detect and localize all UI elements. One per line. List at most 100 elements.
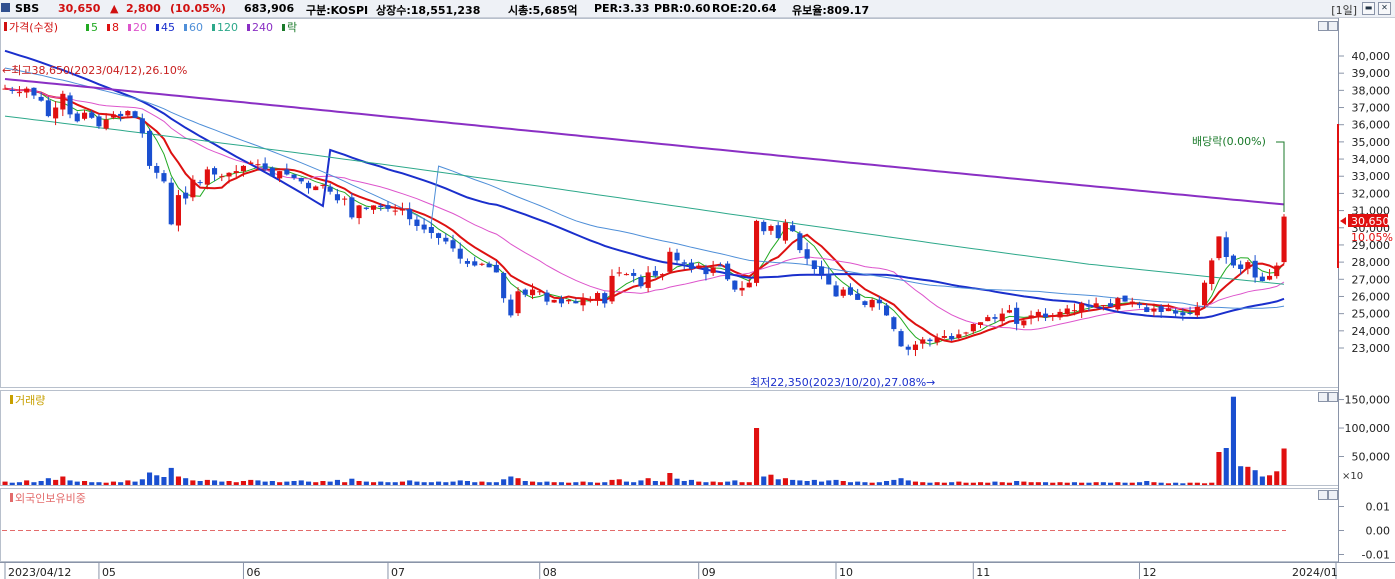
volume-bar	[472, 482, 478, 485]
volume-bar	[89, 482, 95, 485]
candle-body	[949, 336, 955, 340]
volume-bar	[212, 480, 218, 485]
candle-body	[876, 299, 882, 304]
candle-body	[190, 179, 196, 198]
candle-body	[320, 184, 326, 186]
candle-body	[53, 107, 59, 119]
ex-dividend-legend-swatch	[282, 24, 285, 31]
candle-body	[905, 346, 911, 350]
volume-bar	[378, 481, 384, 485]
candle-body	[399, 208, 405, 211]
volume-bar	[1180, 483, 1186, 485]
volume-bar	[1223, 448, 1229, 485]
candle-body	[1259, 276, 1265, 281]
candle-body	[67, 95, 73, 115]
pbr-value: PBR:0.60	[654, 2, 711, 15]
volume-bar	[1209, 482, 1215, 485]
candle-body	[45, 100, 51, 117]
volume-bar	[804, 481, 810, 485]
volume-bar	[356, 481, 362, 485]
candle-body	[1028, 315, 1034, 319]
candle-body	[110, 114, 116, 118]
candle-body	[746, 282, 752, 288]
volume-bar	[197, 481, 203, 485]
volume-bar	[1137, 482, 1143, 485]
foreign-panel-min-icon[interactable]	[1318, 490, 1328, 500]
volume-bar	[306, 481, 312, 485]
candle-body	[1173, 310, 1179, 314]
candle-body	[566, 299, 572, 302]
volume-bar	[725, 481, 731, 485]
volume-bar	[2, 481, 8, 485]
ma-240-legend-swatch	[247, 24, 250, 31]
volume-bar	[558, 482, 564, 485]
candle-body	[1144, 307, 1150, 312]
candle-body	[371, 205, 377, 210]
foreign-panel-close-icon[interactable]	[1328, 490, 1338, 500]
candle-body	[819, 266, 825, 275]
volume-bar	[255, 480, 261, 485]
candle-body	[754, 220, 760, 283]
volume-bar	[797, 480, 803, 485]
period-selector[interactable]: [1일]	[1331, 4, 1357, 17]
volume-bar	[898, 478, 904, 485]
candle-body	[342, 198, 348, 200]
volume-legend: 거래량	[10, 394, 45, 407]
ma-60-legend-label: 60	[189, 21, 203, 34]
price-panel-min-icon[interactable]	[1318, 21, 1328, 31]
candle-body	[1100, 305, 1106, 307]
volume-bar	[544, 481, 550, 485]
ma-120-legend-label: 120	[217, 21, 238, 34]
candle-body	[761, 221, 767, 232]
volume-bar	[761, 476, 767, 485]
candle-body	[118, 113, 124, 117]
volume-bar	[949, 482, 955, 485]
date-tick-label: 2023/04/12	[8, 566, 71, 579]
candle-body	[1151, 308, 1157, 312]
stock-chart[interactable]: 40,000 39,000 38,000 37,000 36,000 35,000 34,0…	[0, 18, 1395, 579]
volume-bar	[530, 481, 536, 485]
volume-bar	[710, 481, 716, 485]
volume-bar	[1122, 482, 1128, 485]
candle-body	[544, 292, 550, 302]
price-tick-label: 33,000	[1352, 170, 1391, 183]
volume-bar	[103, 482, 109, 485]
candle-body	[978, 322, 984, 325]
price-tick-label: 32,000	[1352, 187, 1391, 200]
volume-bar	[992, 481, 998, 485]
candle-body	[1274, 265, 1280, 277]
candle-body	[1238, 264, 1244, 269]
stock-name[interactable]: SBS	[15, 2, 40, 15]
volume-panel-min-icon[interactable]	[1318, 392, 1328, 402]
volume-bar	[1093, 482, 1099, 485]
candle-body	[587, 299, 593, 301]
candle-body	[1202, 282, 1208, 306]
candle-body	[912, 344, 918, 350]
volume-bar	[551, 482, 557, 485]
price-panel-close-icon[interactable]	[1328, 21, 1338, 31]
volume-bar	[927, 482, 933, 485]
ma-8-line	[4, 87, 1285, 343]
candle-body	[204, 169, 210, 185]
minimize-icon[interactable]: ▬	[1362, 2, 1375, 15]
price-tick-label: 26,000	[1352, 290, 1391, 303]
candle-body	[501, 273, 507, 299]
volume-bar	[869, 482, 875, 485]
candle-body	[1057, 311, 1063, 318]
price-tick-label: 27,000	[1352, 273, 1391, 286]
volume-bar	[667, 473, 673, 485]
candle-body	[804, 249, 810, 259]
volume-panel-close-icon[interactable]	[1328, 392, 1338, 402]
volume-bar	[262, 481, 268, 485]
volume-bar	[970, 482, 976, 485]
close-icon[interactable]: ✕	[1378, 2, 1391, 15]
candle-body	[631, 273, 637, 276]
volume-bar	[313, 482, 319, 485]
ma-8-legend-swatch	[107, 24, 110, 31]
price-tick-label: 29,000	[1352, 239, 1391, 252]
candle-body	[1079, 303, 1085, 312]
volume-bar	[1230, 396, 1236, 485]
candle-body	[522, 289, 528, 295]
candle-body	[89, 112, 95, 118]
ex-dividend-legend-label: 락	[287, 21, 297, 34]
